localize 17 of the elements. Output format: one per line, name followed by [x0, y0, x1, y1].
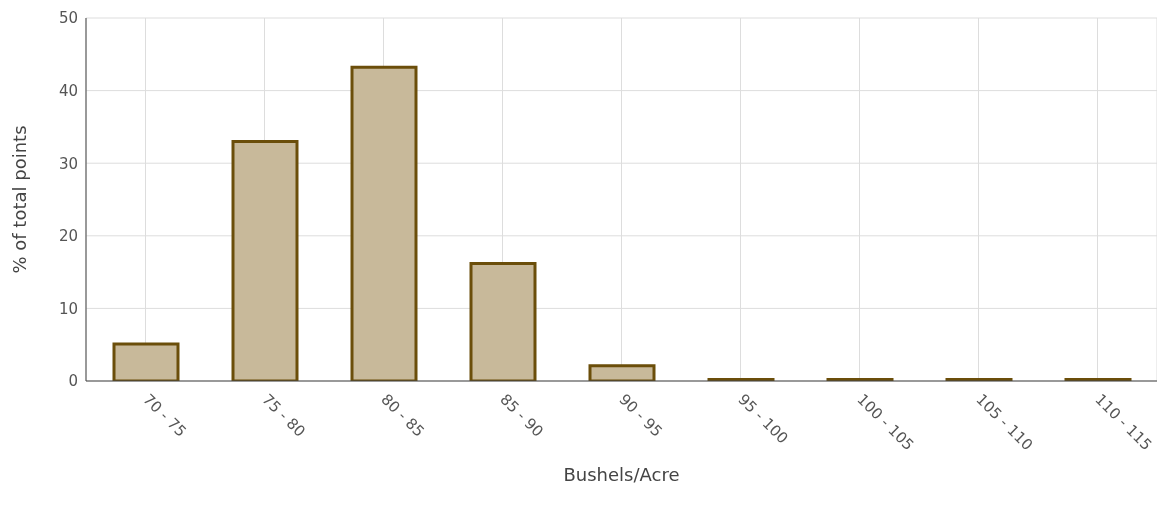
x-tick-label: 75 - 80 — [258, 390, 309, 441]
x-tick-label: 85 - 90 — [496, 390, 547, 441]
y-axis-title: % of total points — [9, 125, 31, 274]
x-tick-label: 110 - 115 — [1091, 390, 1156, 455]
y-tick-label: 40 — [58, 81, 78, 100]
x-tick-label: 100 - 105 — [853, 390, 918, 455]
x-tick-label: 105 - 110 — [972, 390, 1037, 455]
x-tick-label: 90 - 95 — [615, 390, 666, 441]
x-axis-title: Bushels/Acre — [563, 464, 680, 485]
y-tick-label: 50 — [58, 9, 78, 28]
y-tick-label: 20 — [58, 227, 78, 246]
y-tick-label: 0 — [68, 372, 78, 391]
y-tick-label: 10 — [58, 299, 78, 318]
y-tick-label: 30 — [58, 154, 78, 173]
x-tick-label: 95 - 100 — [734, 390, 792, 448]
x-tick-label: 70 - 75 — [139, 390, 190, 441]
x-tick-label: 80 - 85 — [377, 390, 428, 441]
